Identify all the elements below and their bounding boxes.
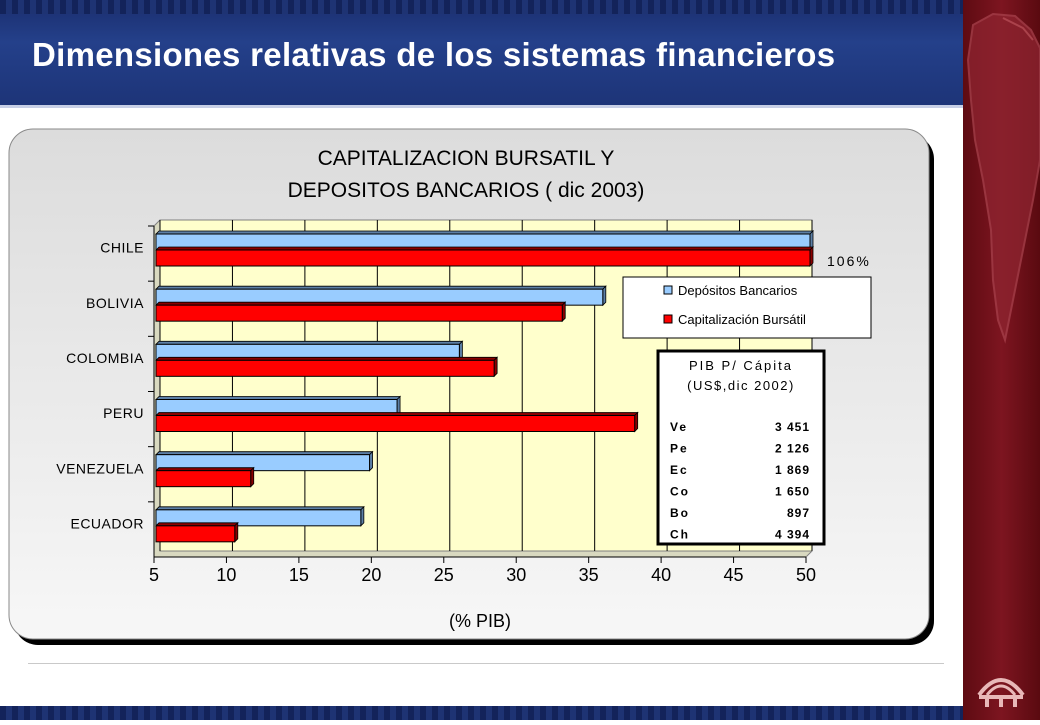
bar-front xyxy=(155,509,362,527)
logo-icon xyxy=(977,678,1025,707)
bar-depositos-chile xyxy=(155,230,814,251)
pib-table: PIB P/ Cápita (US$,dic 2002) Ve 3 451 Pe 2 … xyxy=(656,349,826,546)
bar-depositos-bolivia xyxy=(155,285,607,307)
bar-front xyxy=(155,470,252,488)
legend-label-capitalizacion: Capitalización Bursátil xyxy=(678,312,806,327)
x-tick-label: 50 xyxy=(796,565,816,585)
category-label: ECUADOR xyxy=(70,515,144,531)
category-label: CHILE xyxy=(100,240,144,256)
x-tick-label: 10 xyxy=(216,565,236,585)
bar-capitalizacion-colombia xyxy=(155,356,499,378)
legend-swatch-depositos xyxy=(663,285,673,295)
bar-capitalizacion-venezuela xyxy=(155,466,255,488)
header-stripe xyxy=(0,0,963,14)
south-america-map-icon xyxy=(966,12,1040,344)
pib-table-header2: (US$,dic 2002) xyxy=(687,378,795,393)
bar-depositos-peru xyxy=(155,395,402,417)
slide-title: Dimensiones relativas de los sistemas fi… xyxy=(32,36,836,73)
x-tick-label: 5 xyxy=(149,565,159,585)
x-tick-label: 35 xyxy=(579,565,599,585)
bar-front xyxy=(155,454,371,472)
category-label: COLOMBIA xyxy=(66,350,144,366)
pib-table-header1: PIB P/ Cápita xyxy=(689,358,793,373)
category-label: PERU xyxy=(103,405,144,421)
bar-depositos-venezuela xyxy=(155,450,374,472)
sidebar-decoration xyxy=(963,0,1040,720)
x-tick-label: 40 xyxy=(651,565,671,585)
pib-row-code: Pe xyxy=(670,442,689,456)
pib-row-code: Bo xyxy=(670,506,690,520)
category-label: BOLIVIA xyxy=(86,295,144,311)
legend-label-depositos: Depósitos Bancarios xyxy=(678,283,798,298)
pib-table-box xyxy=(656,349,826,546)
legend: Depósitos Bancarios Capitalización Bursá… xyxy=(622,276,872,339)
bar-depositos-ecuador xyxy=(155,505,365,527)
pib-row-value: 4 394 xyxy=(775,528,810,542)
pib-row-value: 1 650 xyxy=(775,485,810,499)
x-tick-label: 45 xyxy=(724,565,744,585)
bar-capitalizacion-ecuador xyxy=(155,521,239,543)
pib-row-code: Ec xyxy=(670,463,689,477)
chart-area: CAPITALIZACION BURSATIL Y DEPOSITOS BANC… xyxy=(8,128,934,645)
pib-row-value: 3 451 xyxy=(775,420,810,434)
bar-front xyxy=(155,415,636,432)
bar-capitalizacion-bolivia xyxy=(155,301,567,323)
pib-row-code: Ve xyxy=(670,420,688,434)
annotation-106: 106% xyxy=(827,253,871,269)
slide-header: Dimensiones relativas de los sistemas fi… xyxy=(0,0,963,108)
bar-capitalizacion-chile xyxy=(155,246,814,267)
pib-row-value: 2 126 xyxy=(775,442,810,456)
slide-footer xyxy=(0,706,963,720)
bar-front xyxy=(155,359,495,377)
bar-front xyxy=(155,249,811,267)
x-tick-label: 20 xyxy=(361,565,381,585)
x-axis-label: (% PIB) xyxy=(449,611,511,631)
bar-front xyxy=(155,304,563,322)
divider xyxy=(28,663,944,664)
x-tick-label: 15 xyxy=(289,565,309,585)
pib-row-code: Ch xyxy=(670,528,690,542)
chart-title-line1: CAPITALIZACION BURSATIL Y xyxy=(318,147,615,170)
x-tick-label: 30 xyxy=(506,565,526,585)
chart-title-line2: DEPOSITOS BANCARIOS ( dic 2003) xyxy=(288,179,645,202)
legend-swatch-capitalizacion xyxy=(663,314,673,324)
pib-row-value: 1 869 xyxy=(775,463,810,477)
pib-row-value: 897 xyxy=(787,506,810,520)
category-label: VENEZUELA xyxy=(56,460,144,476)
pib-row-code: Co xyxy=(670,485,690,499)
x-tick-label: 25 xyxy=(434,565,454,585)
bar-front xyxy=(155,525,236,543)
bar-capitalizacion-peru xyxy=(155,411,639,433)
